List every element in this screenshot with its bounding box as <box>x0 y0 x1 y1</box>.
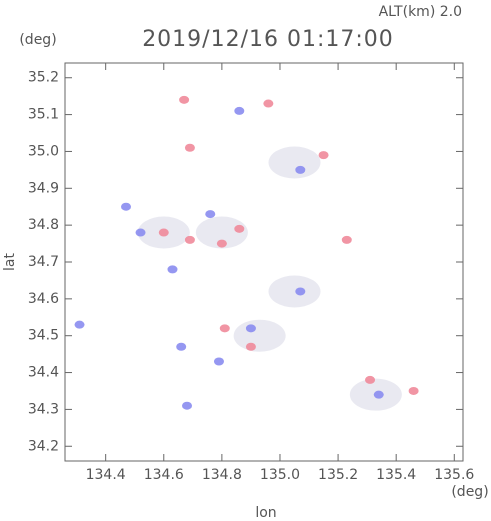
echo-cell <box>234 224 245 233</box>
echo-cell <box>121 202 132 211</box>
y-unit: (deg) <box>19 32 56 48</box>
plot-frame <box>64 62 464 462</box>
echo-cell <box>184 235 195 244</box>
echo-cell <box>373 390 384 399</box>
x-tick-label: 135.6 <box>434 467 474 483</box>
echo-cell <box>263 99 274 108</box>
echo-cell <box>268 146 321 179</box>
echo-cell <box>216 239 227 248</box>
echo-cell <box>167 265 178 274</box>
echo-cell <box>365 375 376 384</box>
echo-cell <box>213 357 224 366</box>
y-tick-label: 35.1 <box>28 107 59 123</box>
echo-cell <box>408 386 419 395</box>
x-tick-label: 135.4 <box>376 467 416 483</box>
echo-cell <box>184 143 195 152</box>
x-tick-label: 134.6 <box>144 467 184 483</box>
echo-cell <box>245 324 256 333</box>
y-tick-label: 34.8 <box>28 217 59 233</box>
y-tick-label: 34.7 <box>28 254 59 270</box>
subtitle: ALT(km) 2.0 <box>379 4 462 20</box>
x-tick-label: 134.8 <box>202 467 242 483</box>
y-tick-label: 34.4 <box>28 365 59 381</box>
x-tick-label: 134.4 <box>86 467 126 483</box>
echo-cell <box>268 275 321 308</box>
echo-cell <box>179 95 190 104</box>
echo-cell <box>234 106 245 115</box>
y-tick-label: 34.6 <box>28 291 59 307</box>
x-tick-label: 135.0 <box>260 467 300 483</box>
echo-cell <box>205 210 216 219</box>
y-tick-label: 34.9 <box>28 180 59 196</box>
echo-cell <box>318 151 329 160</box>
y-tick-label: 34.3 <box>28 401 59 417</box>
echo-cell <box>158 228 169 237</box>
y-tick-label: 35.2 <box>28 70 59 86</box>
echo-cell <box>233 319 286 352</box>
echo-cell <box>245 342 256 351</box>
x-axis-label: lon <box>255 505 276 521</box>
echo-cell <box>176 342 187 351</box>
echo-cell <box>182 401 193 410</box>
echo-cell <box>195 216 248 249</box>
echo-cell <box>295 287 306 296</box>
y-tick-label: 35.0 <box>28 143 59 159</box>
chart-title: 2019/12/16 01:17:00 <box>142 27 394 52</box>
echo-cell <box>295 165 306 174</box>
echo-cell <box>135 228 146 237</box>
y-tick-label: 34.5 <box>28 328 59 344</box>
echo-cell <box>219 324 230 333</box>
x-tick-label: 135.2 <box>318 467 358 483</box>
y-tick-label: 34.2 <box>28 438 59 454</box>
x-unit: (deg) <box>451 484 488 500</box>
echo-cell <box>74 320 85 329</box>
echo-cell <box>341 235 352 244</box>
y-axis-label: lat <box>2 253 18 271</box>
